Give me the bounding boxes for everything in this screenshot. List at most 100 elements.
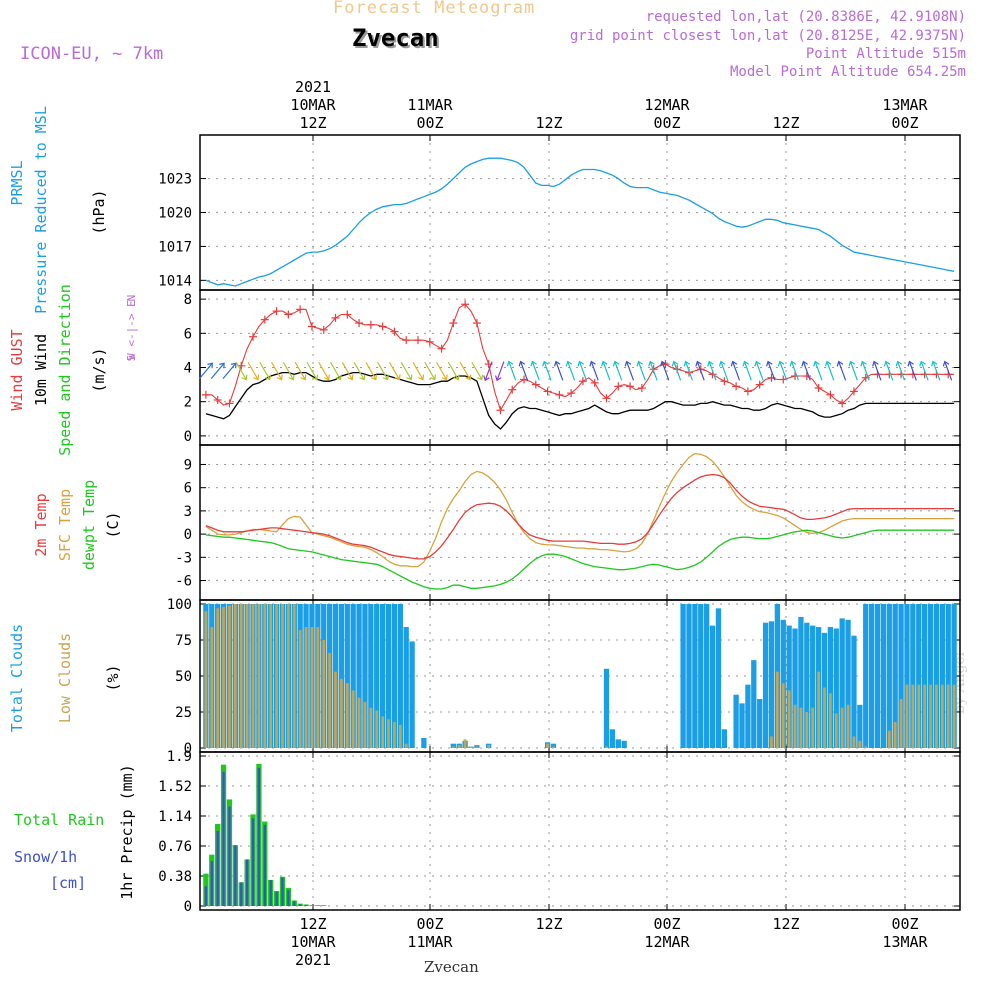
location-title: Zvecan [352, 24, 439, 52]
wind-arrow [671, 360, 682, 381]
wind-arrow [436, 361, 448, 381]
wind-arrow-head [553, 360, 561, 367]
wind-arrow-head [241, 374, 248, 381]
snow-bar [304, 905, 308, 906]
temp-2m-label: 2m Temp [32, 493, 50, 556]
low-clouds-bar [381, 716, 384, 748]
wind-arrow [247, 361, 260, 381]
snow-bar [216, 831, 219, 906]
wind-arrow-head [942, 360, 950, 367]
wind-arrow-head [542, 360, 549, 367]
wind-arrow [518, 360, 529, 381]
wind-arrow-shaft [459, 361, 471, 380]
bottom-time-label: 12Z [535, 915, 562, 933]
wind-arrow [872, 360, 882, 381]
sfc-temp-label: SFC Temp [56, 489, 74, 561]
wind-arrow-head [624, 360, 632, 367]
wind-arrow [813, 360, 823, 381]
total-clouds-bar [362, 604, 368, 748]
y-tick-label: 0 [184, 527, 192, 543]
low-clouds-bar [793, 704, 797, 748]
wind-arrow-head [371, 374, 378, 381]
panel-frame [199, 444, 961, 601]
wind-arrow-head [335, 374, 342, 381]
model-label: ICON-EU, ~ 7km [20, 44, 164, 64]
wind-arrow-shaft [590, 361, 599, 381]
bottom-date-label: 11MAR [407, 933, 453, 951]
total-clouds-bar [827, 627, 834, 748]
wind-arrow [777, 360, 788, 381]
wind-arrow-shaft [908, 361, 917, 381]
low-clouds-bar [216, 608, 219, 748]
chart-subtitle: Forecast Meteogram [333, 0, 536, 18]
wind-arrow [483, 361, 493, 382]
low-clouds-bar [463, 739, 467, 748]
wind-arrow [495, 361, 505, 382]
wind-arrow [895, 360, 906, 381]
wind-arrow-shaft [306, 361, 318, 380]
bottom-date-label: 13MAR [882, 933, 928, 951]
wind-arrow [624, 360, 635, 381]
low-clouds-bar [787, 690, 791, 748]
wind-arrow-shaft [341, 361, 353, 380]
rain-label: Total Rain [14, 811, 104, 829]
y-tick-label: 0 [184, 741, 192, 757]
wind-arrow [210, 362, 225, 379]
wind-arrow-head [836, 360, 844, 367]
y-tick-label: 0.76 [158, 839, 192, 855]
wind-arrow [836, 360, 847, 381]
wind-arrow-shaft [199, 362, 213, 379]
wind-arrow-shaft [696, 361, 705, 381]
low-clouds-bar [846, 704, 850, 748]
wind-arrow [659, 360, 670, 381]
low-clouds-bar [275, 604, 278, 748]
low-clouds-bar [287, 604, 290, 748]
low-clouds-bar [452, 746, 455, 748]
total-clouds-bar [609, 729, 616, 748]
wind-arrow [271, 361, 283, 381]
top-date-label: 12MAR [644, 96, 690, 114]
wind-arrow-shaft [626, 361, 635, 381]
total-clouds-bar [886, 604, 892, 748]
wind-arrow [860, 360, 870, 381]
wind-arrow [824, 360, 835, 381]
wind-arrow-shaft [520, 361, 529, 381]
low-clouds-bar [817, 671, 820, 748]
wind-label: 10m Wind [32, 334, 50, 406]
wind-arrow-head [347, 374, 354, 381]
wind-arrow [424, 361, 436, 381]
low-clouds-bar [345, 683, 349, 748]
low-clouds-bar [304, 627, 308, 748]
y-tick-label: 4 [184, 361, 192, 377]
total-clouds-bar [792, 628, 798, 748]
wind-arrow-shaft [637, 361, 646, 381]
wind-arrow-head [766, 360, 773, 367]
wind-arrow [542, 360, 552, 381]
low-clouds-bar [952, 684, 956, 748]
low-clouds-bar [781, 683, 785, 748]
wind-arrow-shaft [567, 361, 576, 381]
total-clouds-bar [739, 703, 745, 748]
wind-arrow-head [895, 360, 903, 367]
low-clouds-bar [858, 740, 862, 748]
low-clouds-bar [829, 693, 832, 748]
wind-arrow-head [300, 374, 307, 381]
y-tick-label: 100 [167, 597, 192, 613]
panel-frame [199, 751, 961, 911]
wind-arrow-head [530, 360, 537, 367]
wind-arrow-shaft [447, 361, 459, 380]
low-clouds-bar [257, 604, 261, 748]
low-clouds-bar [887, 730, 891, 748]
low-clouds-bar [935, 684, 938, 748]
wind-arrow-head [742, 360, 750, 367]
low-clouds-bar [310, 627, 314, 748]
total-clouds-bar [857, 704, 863, 748]
wind-arrow-head [730, 360, 738, 367]
wind-arrow-shaft [861, 361, 870, 381]
low-clouds-bar [457, 745, 461, 748]
total-clouds-bar [704, 604, 710, 748]
y-tick-label: 1017 [158, 239, 192, 255]
snow-bar [287, 890, 290, 906]
wind-arrow-shaft [708, 361, 717, 381]
low-clouds-bar [210, 627, 214, 748]
